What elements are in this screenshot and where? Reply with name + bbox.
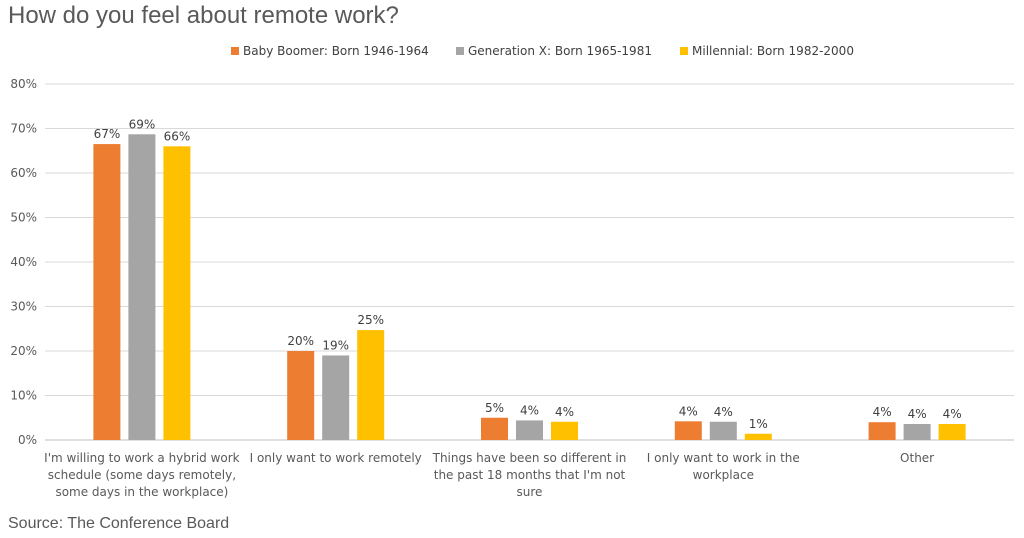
data-label: 1% <box>749 417 768 431</box>
data-label: 4% <box>943 407 962 421</box>
x-tick-label: workplace <box>693 468 754 482</box>
data-label: 4% <box>908 407 927 421</box>
data-label: 67% <box>94 127 121 141</box>
bar <box>903 423 931 440</box>
bar <box>163 146 191 441</box>
bar <box>868 422 896 440</box>
x-tick-label: I only want to work in the <box>647 451 800 465</box>
source-note: Source: The Conference Board <box>8 515 230 532</box>
legend-label: Millennial: Born 1982-2000 <box>692 44 854 58</box>
y-tick-label: 50% <box>10 211 37 225</box>
y-tick-label: 0% <box>18 433 37 447</box>
data-label: 19% <box>322 338 349 352</box>
data-label: 4% <box>714 405 733 419</box>
bar <box>674 421 702 440</box>
y-tick-label: 70% <box>10 122 37 136</box>
legend: Baby Boomer: Born 1946-1964 Generation X:… <box>231 44 854 58</box>
data-label: 20% <box>287 334 314 348</box>
y-tick-label: 40% <box>10 255 37 269</box>
y-tick-label: 20% <box>10 344 37 358</box>
bars <box>93 134 966 441</box>
x-axis: I'm willing to work a hybrid work schedul… <box>44 451 934 499</box>
legend-swatch <box>231 47 239 55</box>
data-label: 4% <box>873 405 892 419</box>
bar <box>516 420 543 440</box>
y-tick-label: 10% <box>10 389 37 403</box>
data-label: 66% <box>164 129 191 143</box>
legend-label: Baby Boomer: Born 1946-1964 <box>243 44 429 58</box>
bar <box>938 423 966 440</box>
x-tick-label: Other <box>900 451 934 465</box>
bar <box>481 417 508 440</box>
data-label: 4% <box>520 403 539 417</box>
bar <box>322 355 350 440</box>
chart-title: How do you feel about remote work? <box>8 2 399 29</box>
data-label: 25% <box>357 313 384 327</box>
bar <box>551 421 578 440</box>
x-tick-label: sure <box>517 485 543 499</box>
x-tick-label: the past 18 months that I'm not <box>434 468 626 482</box>
legend-swatch <box>680 47 688 55</box>
data-label: 4% <box>679 404 698 418</box>
bar <box>287 351 315 440</box>
x-tick-label: some days in the workplace) <box>55 485 228 499</box>
y-axis: 0% 10% 20% 30% 40% 50% 60% 70% 80% <box>10 77 37 447</box>
data-label: 69% <box>129 117 156 131</box>
legend-swatch <box>456 47 464 55</box>
data-label: 5% <box>485 401 504 415</box>
data-labels: 67% 20% 5% 4% 4% 69% 19% 4% 4% 4% 66% 25% 4% 1% 4% <box>94 117 962 430</box>
bar <box>744 433 772 440</box>
x-tick-label: I only want to work remotely <box>250 451 422 465</box>
bar <box>128 134 156 440</box>
y-tick-label: 30% <box>10 300 37 314</box>
x-tick-label: schedule (some days remotely, <box>48 468 236 482</box>
gridlines <box>45 83 1014 441</box>
y-tick-label: 60% <box>10 166 37 180</box>
legend-label: Generation X: Born 1965-1981 <box>468 44 652 58</box>
data-label: 4% <box>555 405 574 419</box>
bar <box>357 330 385 440</box>
x-tick-label: Things have been so different in <box>432 451 627 465</box>
bar <box>93 144 121 440</box>
bar <box>709 421 737 440</box>
x-tick-label: I'm willing to work a hybrid work <box>44 451 240 465</box>
y-tick-label: 80% <box>10 77 37 91</box>
